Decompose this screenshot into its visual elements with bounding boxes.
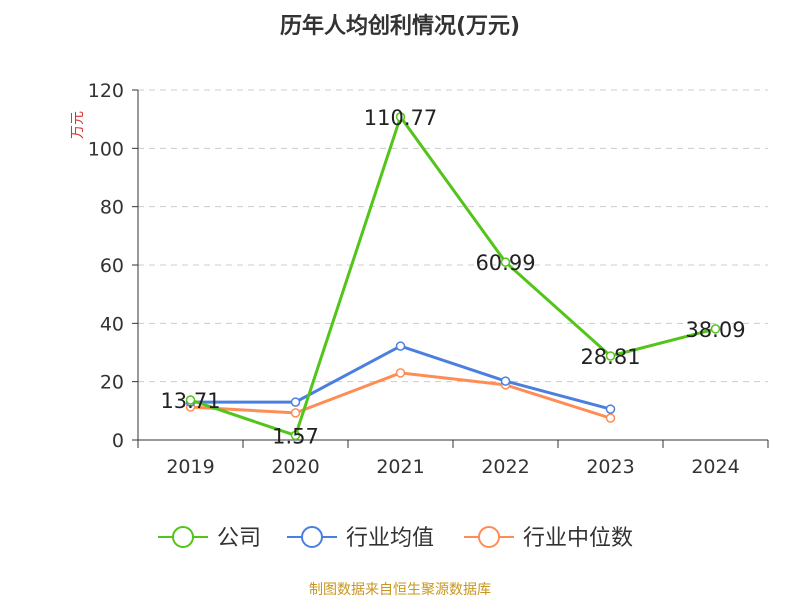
x-tick-label: 2022 xyxy=(481,456,529,478)
data-label: 60.99 xyxy=(475,251,535,275)
data-point xyxy=(395,112,406,122)
y-tick-label: 40 xyxy=(100,313,124,335)
chart-title: 历年人均创利情况(万元) xyxy=(280,13,520,39)
legend-item: 行业均值 xyxy=(287,526,434,551)
data-label: 28.81 xyxy=(580,345,640,369)
legend-label: 行业均值 xyxy=(346,526,434,551)
legend-marker xyxy=(172,526,194,548)
data-point xyxy=(605,404,616,414)
y-tick-label: 60 xyxy=(100,255,124,277)
data-point xyxy=(500,376,511,386)
data-point xyxy=(500,257,511,267)
data-label: 110.77 xyxy=(364,106,437,130)
source-note: 制图数据来自恒生聚源数据库 xyxy=(309,582,491,598)
legend-marker xyxy=(301,526,323,548)
x-tick-label: 2021 xyxy=(376,456,424,478)
y-tick-label: 0 xyxy=(112,430,124,452)
y-tick-label: 120 xyxy=(88,80,124,102)
series-line xyxy=(190,113,716,438)
data-point xyxy=(290,408,301,418)
data-point xyxy=(605,351,616,361)
y-tick-label: 20 xyxy=(100,372,124,394)
x-tick-label: 2023 xyxy=(586,456,634,478)
x-tick-label: 2024 xyxy=(691,456,739,478)
data-point xyxy=(710,324,721,334)
y-axis-label: 万元 xyxy=(70,111,86,139)
series-line xyxy=(190,371,611,420)
data-label: 1.57 xyxy=(272,424,319,448)
legend-item: 行业中位数 xyxy=(464,526,633,551)
y-tick-label: 100 xyxy=(88,138,124,160)
data-label: 38.09 xyxy=(685,318,745,342)
data-point xyxy=(605,413,616,423)
data-point xyxy=(395,368,406,378)
data-point xyxy=(290,430,301,441)
legend-label: 行业中位数 xyxy=(523,526,633,551)
data-point xyxy=(395,341,406,351)
data-point xyxy=(290,397,301,407)
data-label: 13.71 xyxy=(160,389,220,413)
legend-item: 公司 xyxy=(158,526,261,551)
x-tick-label: 2019 xyxy=(166,456,214,478)
x-tick-label: 2020 xyxy=(271,456,319,478)
legend-marker xyxy=(478,526,500,548)
legend-label: 公司 xyxy=(217,526,261,551)
y-tick-label: 80 xyxy=(100,197,124,219)
data-point xyxy=(185,395,196,405)
